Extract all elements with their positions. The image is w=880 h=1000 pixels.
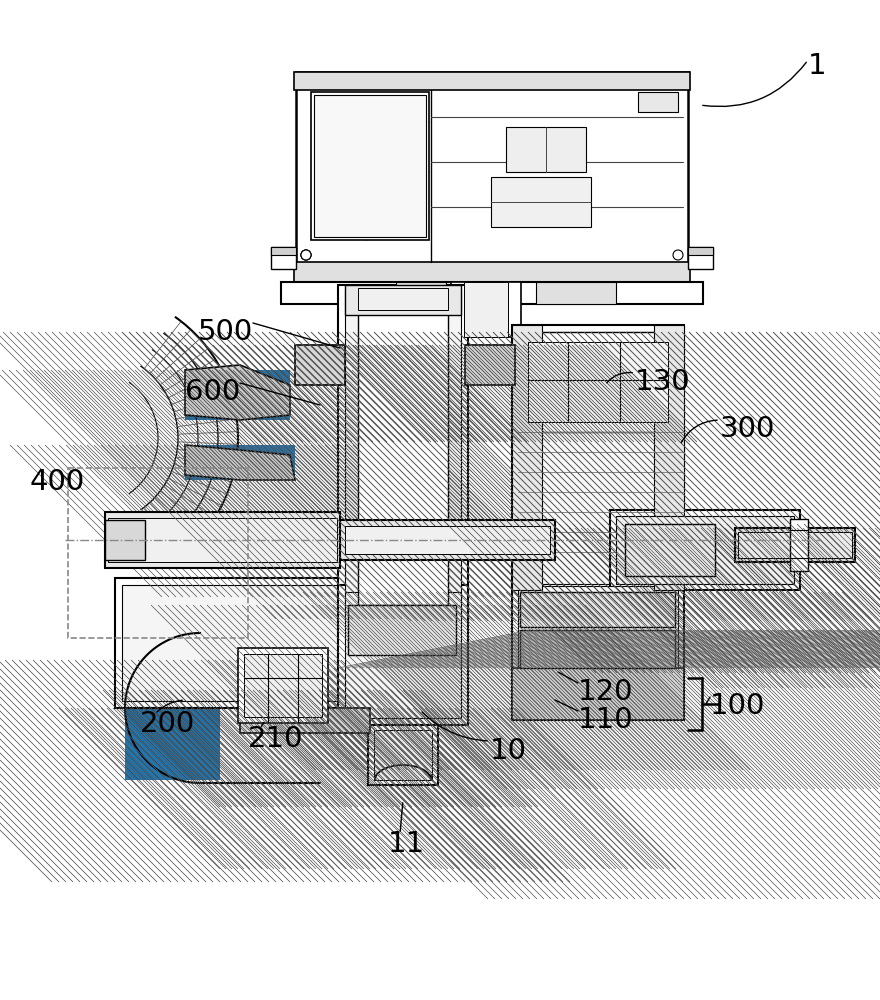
Bar (340, 520, 555, 560)
Bar (311, 92, 429, 240)
Bar (374, 730, 432, 780)
Text: 500: 500 (198, 318, 253, 346)
Bar (345, 592, 461, 718)
Bar (451, 282, 521, 337)
Bar (358, 305, 448, 605)
Text: 1: 1 (808, 52, 826, 80)
Bar (790, 519, 808, 571)
Bar (464, 282, 508, 337)
Bar (506, 127, 586, 172)
Bar (536, 282, 616, 304)
Bar (638, 92, 678, 112)
Bar (294, 72, 690, 90)
Circle shape (301, 250, 311, 260)
Text: 110: 110 (578, 706, 634, 734)
Bar (240, 708, 370, 733)
Bar (652, 332, 684, 582)
Bar (625, 524, 715, 576)
Bar (295, 345, 345, 385)
Text: 200: 200 (140, 710, 195, 738)
Text: 600: 600 (185, 378, 240, 406)
Text: 10: 10 (490, 737, 527, 765)
Bar (314, 95, 426, 237)
Bar (735, 528, 855, 562)
Bar (520, 592, 675, 627)
Bar (625, 524, 715, 576)
Bar (238, 648, 328, 723)
Bar (518, 586, 678, 714)
Bar (295, 345, 345, 385)
Bar (348, 605, 456, 655)
Bar (512, 668, 684, 720)
Bar (358, 288, 448, 310)
Bar (465, 345, 515, 385)
Bar (294, 262, 690, 282)
Bar (105, 520, 145, 560)
Bar (345, 285, 461, 315)
Circle shape (301, 250, 311, 260)
Circle shape (301, 250, 311, 260)
Bar (688, 247, 713, 269)
Bar (610, 510, 800, 590)
Text: 11: 11 (388, 830, 425, 858)
Bar (105, 512, 340, 568)
Bar (122, 585, 338, 701)
Bar (688, 247, 713, 255)
Text: 130: 130 (635, 368, 691, 396)
Bar (654, 325, 684, 590)
Bar (125, 660, 220, 780)
Bar (512, 325, 684, 590)
Polygon shape (185, 445, 295, 480)
Bar (68, 468, 248, 638)
Bar (512, 580, 684, 720)
Bar (281, 282, 703, 304)
Bar (512, 332, 542, 582)
Text: 100: 100 (710, 692, 766, 720)
Bar (396, 282, 446, 304)
Bar (348, 605, 456, 655)
Circle shape (673, 250, 683, 260)
Bar (735, 528, 855, 562)
Bar (185, 370, 290, 420)
Bar (518, 332, 678, 584)
Bar (528, 342, 668, 422)
Bar (520, 630, 675, 668)
Bar (115, 578, 345, 708)
Text: 400: 400 (30, 468, 85, 496)
Bar (345, 526, 550, 554)
Text: 210: 210 (248, 725, 304, 753)
Bar (616, 516, 794, 584)
Bar (345, 290, 461, 620)
Text: 300: 300 (720, 415, 775, 443)
Bar (271, 247, 296, 255)
Bar (512, 668, 684, 720)
Bar (518, 332, 678, 432)
Bar (738, 532, 852, 558)
Bar (185, 445, 295, 480)
Bar (296, 72, 688, 282)
Polygon shape (185, 365, 290, 420)
Bar (244, 654, 322, 717)
Bar (240, 708, 370, 733)
Bar (520, 592, 675, 627)
Bar (108, 518, 337, 562)
Bar (244, 690, 322, 723)
Bar (465, 345, 515, 385)
Bar (512, 325, 542, 590)
Bar (338, 285, 468, 625)
Bar (491, 177, 591, 227)
Text: 120: 120 (578, 678, 634, 706)
Bar (271, 247, 296, 269)
Bar (520, 630, 675, 668)
Bar (338, 585, 468, 725)
Bar (368, 725, 438, 785)
